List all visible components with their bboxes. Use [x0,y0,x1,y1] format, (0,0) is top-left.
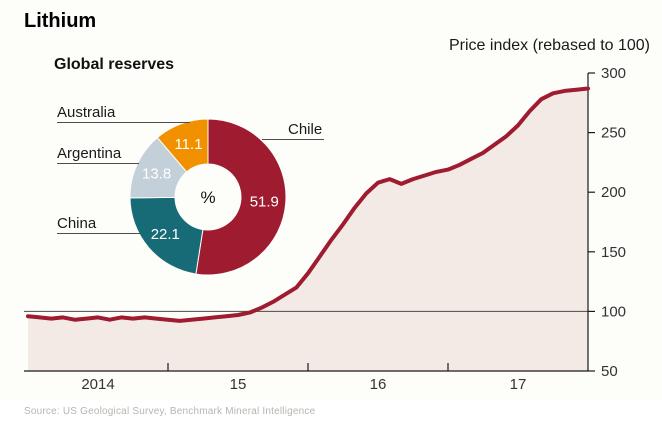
label-china: China [57,215,97,232]
leader-line-argentina [57,163,139,164]
donut-value-label: 13.8 [142,166,171,183]
y-tick-label: 250 [601,125,626,142]
donut-value-label: 22.1 [151,226,180,243]
leader-line-australia [57,122,190,123]
donut-center-label: % [200,188,215,207]
x-tick-label: 15 [230,376,247,393]
x-tick-label: 17 [510,376,527,393]
donut-slice-china [129,196,204,275]
source-note: Source: US Geological Survey, Benchmark … [24,406,316,417]
y-tick-label: 200 [601,184,626,201]
x-tick-label: 2014 [81,376,114,393]
donut-slice-australia [156,118,209,173]
y-tick-label: 150 [601,244,626,261]
leader-line-chile [262,139,324,140]
footer-strip [0,400,662,433]
y-tick-label: 50 [601,363,618,380]
price-area-fill [28,88,588,371]
x-tick-label: 16 [370,376,387,393]
donut-value-label: 11.1 [174,136,202,153]
price-chart-title: Price index (rebased to 100) [449,37,650,54]
label-argentina: Argentina [57,145,122,162]
label-australia: Australia [57,104,116,121]
label-chile: Chile [288,121,323,138]
donut-value-label: 51.9 [250,193,279,210]
page-title: Lithium [24,10,97,32]
donut-chart-title: Global reserves [54,56,175,73]
y-tick-label: 100 [601,303,626,320]
leader-line-china [57,233,140,234]
y-tick-label: 300 [601,65,626,82]
reserves-donut-chart: 51.9 22.1 13.811.1% [129,118,287,276]
price-line [26,86,590,323]
donut-slice-chile [195,118,287,276]
